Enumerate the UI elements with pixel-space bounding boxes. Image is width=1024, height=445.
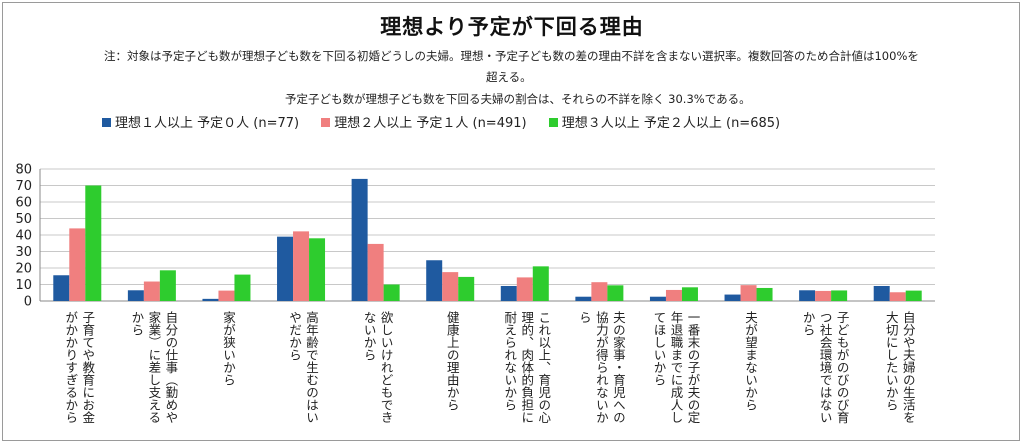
bar-series-2 [889,292,906,301]
legend-item-series-2: 理想２人以上 予定１人 (n=491) [321,112,527,131]
note-line-1: 注：対象は予定子ども数が理想子ども数を下回る初婚どうしの夫婦。理想・予定子ども数… [104,49,919,63]
bar-series-2 [442,272,459,301]
legend-label-1: 理想１人以上 予定０人 (n=77) [115,116,300,131]
y-tick-label: 30 [15,245,32,260]
legend-swatch-3 [548,118,558,127]
bar-series-3 [383,284,400,301]
bar-series-2 [665,289,682,301]
bar-series-1 [277,236,294,301]
category-label: 一番末の子が夫の定 年退職までに成人し てほしいから [651,311,701,424]
category-label: 自分の仕事（勤めや 家業）に差し支える から [129,311,179,424]
category-label: 子どもがのびのび育 つ社会環境ではない から [800,311,850,424]
bar-series-1 [127,290,144,301]
category-label: 夫の家事・育児への 協力が得られないか ら [576,311,626,424]
y-tick-label: 20 [15,262,32,277]
bar-series-3 [458,276,475,301]
bar-series-2 [367,243,384,301]
bar-series-2 [293,231,310,301]
bar-series-3 [309,238,326,301]
category-label: 子育てや教育にお金 がかかりすぎるから [63,311,96,424]
y-tick-label: 80 [15,163,32,178]
bar-series-1 [500,285,517,301]
y-tick-label: 60 [15,196,32,211]
category-label: 家が狭いから [220,311,236,386]
bar-series-2 [218,290,235,301]
bar-series-3 [234,274,251,301]
bar-series-1 [575,296,592,301]
bar-series-3 [831,290,848,301]
bar-series-3 [756,287,773,301]
bar-series-1 [202,298,219,301]
legend-swatch-2 [321,118,331,127]
bar-series-3 [159,270,176,301]
category-label: 健康上の理由から [444,311,460,411]
y-tick-label: 0 [24,295,32,310]
bar-series-1 [351,178,368,301]
bar-series-2 [815,290,832,301]
category-label: 夫が望まないから [743,311,759,411]
category-label: 欲しいけれどもでき ないから [361,311,394,424]
legend-label-2: 理想２人以上 予定１人 (n=491) [334,116,527,131]
bar-series-2 [591,282,608,301]
legend-item-series-1: 理想１人以上 予定０人 (n=77) [102,112,299,131]
bar-series-3 [905,290,922,301]
bar-series-2 [516,277,533,301]
bar-series-2 [143,281,160,301]
bar-series-2 [740,285,757,301]
bar-series-1 [53,275,70,301]
legend-swatch-1 [102,118,111,127]
legend-label-3: 理想３人以上 予定２人以上 (n=685) [561,116,781,131]
bar-series-1 [426,260,443,301]
bar-series-2 [69,228,86,301]
category-label: 高年齢で生むのはい やだから [287,311,320,424]
category-label: これ以上、育児の心 理的、肉体的負担に 耐えられないから [502,311,552,424]
y-tick-label: 70 [15,179,32,194]
bar-series-1 [724,294,741,301]
bar-series-1 [649,296,666,301]
chart-title: 理想より予定が下回る理由 [380,15,644,39]
legend-item-series-3: 理想３人以上 予定２人以上 (n=685) [548,112,781,131]
note-line-2: 超える。 [486,70,532,84]
y-tick-label: 50 [15,212,32,227]
y-tick-label: 40 [15,229,32,244]
bar-series-1 [873,285,890,301]
bar-series-1 [799,290,816,301]
bar-series-3 [532,266,549,301]
note-line-3: 予定子ども数が理想子ども数を下回る夫婦の割合は、それらの不詳を除く 30.3%で… [285,92,751,106]
bar-series-3 [681,287,698,301]
y-tick-label: 10 [15,278,32,293]
category-label: 自分や夫婦の生活を 大切にしたいから [883,311,916,424]
legend: 理想１人以上 予定０人 (n=77) 理想２人以上 予定１人 (n=491) 理… [102,112,798,131]
bar-series-3 [607,285,624,301]
bar-series-3 [85,185,102,301]
